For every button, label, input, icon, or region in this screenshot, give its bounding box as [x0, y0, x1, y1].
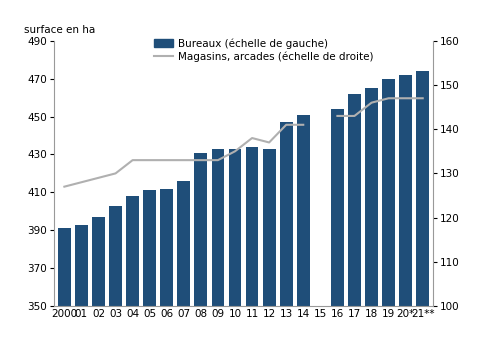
Bar — [75, 224, 88, 340]
Bar — [399, 75, 412, 340]
Bar — [416, 71, 429, 340]
Bar — [348, 94, 361, 340]
Legend: Bureaux (échelle de gauche), Magasins, arcades (échelle de droite): Bureaux (échelle de gauche), Magasins, a… — [154, 38, 373, 62]
Bar — [365, 88, 378, 340]
Bar — [178, 181, 190, 340]
Bar — [92, 217, 105, 340]
Bar — [263, 149, 276, 340]
Bar — [194, 153, 207, 340]
Bar — [58, 228, 71, 340]
Bar — [280, 122, 293, 340]
Bar — [212, 149, 224, 340]
Bar — [160, 189, 173, 340]
Bar — [297, 115, 309, 340]
Bar — [109, 206, 122, 340]
Text: surface en ha: surface en ha — [24, 26, 95, 35]
Bar — [126, 196, 139, 340]
Bar — [229, 149, 242, 340]
Bar — [331, 109, 344, 340]
Bar — [382, 79, 395, 340]
Bar — [246, 147, 258, 340]
Bar — [143, 190, 156, 340]
